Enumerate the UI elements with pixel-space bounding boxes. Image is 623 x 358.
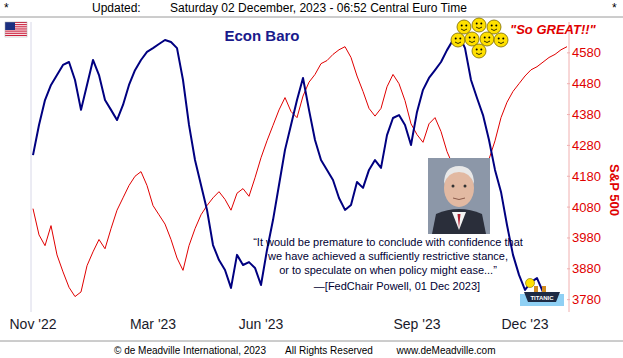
smiley-mouth	[461, 29, 467, 31]
quote-line: we have achieved a sufficiently restrict…	[267, 250, 508, 262]
quote-line: “It would be premature to conclude with …	[253, 236, 523, 248]
titanic-icon	[520, 279, 564, 307]
x-tick-label: Jun '23	[239, 316, 284, 332]
smiley-face	[480, 32, 494, 46]
plot-area	[33, 35, 567, 297]
photo-eye	[452, 185, 455, 188]
smiley-face	[451, 33, 465, 47]
smiley-eye	[484, 37, 486, 39]
y2-tick-label: 4580	[572, 45, 601, 60]
smiley-eye	[476, 23, 478, 25]
smiley-eye	[498, 38, 500, 40]
smiley-face	[487, 20, 501, 34]
y2-tick-label: 3780	[572, 292, 601, 307]
smiley-eye	[502, 38, 504, 40]
y2-tick	[567, 268, 570, 269]
smiley-eye	[495, 25, 497, 27]
smiley-eye	[469, 37, 471, 39]
smiley-face	[457, 20, 471, 34]
header-rule	[0, 17, 623, 18]
photo-mouth	[453, 198, 465, 200]
smiley-face	[472, 44, 486, 58]
ship-funnel	[542, 286, 546, 292]
x-tick-label: Mar '23	[130, 316, 176, 332]
header-timestamp: Saturday 02 December, 2023 - 06:52 Centr…	[170, 1, 467, 15]
y2-tick	[567, 176, 570, 177]
y2-tick-label: 4380	[572, 107, 601, 122]
y2-tick	[567, 83, 570, 84]
y2-tick-label: 4180	[572, 169, 601, 184]
y2-tick-label: 3880	[572, 261, 601, 276]
x-tick-label: Sep '23	[393, 316, 440, 332]
footer-text: © de Meadville International, 2023	[114, 345, 266, 356]
smiley-eye	[465, 25, 467, 27]
ship-hull	[524, 292, 560, 302]
y2-tick	[567, 114, 570, 115]
smiley-eye	[455, 38, 457, 40]
smiley-face	[472, 18, 486, 32]
photo-tie	[458, 214, 461, 228]
smiley-eye	[459, 38, 461, 40]
smiley-eye	[491, 25, 493, 27]
photo	[428, 158, 490, 234]
x-tick-label: Dec '23	[501, 316, 548, 332]
x-tick-label: Nov '22	[9, 316, 56, 332]
smiley-cluster	[451, 18, 508, 58]
smiley-eye	[473, 37, 475, 39]
smiley-mouth	[476, 27, 482, 29]
praise-text: "So GREAT!!"	[510, 22, 597, 37]
smiley-mouth	[455, 42, 461, 44]
photo-hair	[444, 166, 474, 184]
y2-tick	[567, 237, 570, 238]
y2-tick-label: 4480	[572, 76, 601, 91]
smiley-mouth	[469, 41, 475, 43]
y-axis-line	[31, 22, 32, 312]
us-flag	[5, 22, 27, 37]
footer-rule	[0, 341, 623, 342]
photo-suit	[432, 209, 486, 234]
smiley-mouth	[476, 53, 482, 55]
photo-bg	[428, 158, 490, 234]
ship-funnel	[534, 286, 538, 292]
quote-attribution: —[FedChair Powell, 01 Dec 2023]	[314, 280, 480, 292]
footer-text: www.deMeadville.com	[396, 345, 496, 356]
y2-tick	[567, 299, 570, 300]
smiley-mouth	[484, 41, 490, 43]
ship-label: TITANIC	[530, 295, 554, 301]
header-label: Updated:	[92, 1, 141, 15]
flag-stripe	[5, 31, 27, 32]
y2-tick-label: 3980	[572, 230, 601, 245]
smiley-eye	[480, 49, 482, 51]
chart-title: Econ Baro	[224, 27, 299, 44]
flag-border	[5, 22, 27, 37]
photo-shirt	[452, 212, 466, 230]
y2-tick	[567, 207, 570, 208]
smiley-eye	[480, 23, 482, 25]
smiley-eye	[476, 49, 478, 51]
y2-tick	[567, 145, 570, 146]
y2-tick-label: 4280	[572, 138, 601, 153]
smiley-face	[494, 33, 508, 47]
smiley-mouth	[491, 29, 497, 31]
series-line	[33, 47, 567, 297]
series-line	[33, 35, 543, 292]
smiley-eye	[461, 25, 463, 27]
y2-tick-label: 4080	[572, 200, 601, 215]
smiley-face	[465, 32, 479, 46]
chart: * Updated: Saturday 02 December, 2023 - 06…	[0, 0, 623, 358]
smiley-eye	[488, 37, 490, 39]
y2-tick	[567, 52, 570, 53]
smiley-mouth	[498, 42, 504, 44]
header-mark: *	[4, 1, 9, 15]
quote-line: or to speculate on when policy might eas…	[279, 264, 497, 276]
footer-text: All Rights Reserved	[285, 345, 373, 356]
y2-axis-title: S&P 500	[607, 164, 622, 216]
flag-canton	[5, 22, 15, 30]
photo-eye	[464, 185, 467, 188]
ship-smiley	[526, 279, 535, 288]
header-mark: *	[612, 1, 617, 15]
flag-stripe	[5, 33, 27, 34]
flag-stripe	[5, 35, 27, 36]
